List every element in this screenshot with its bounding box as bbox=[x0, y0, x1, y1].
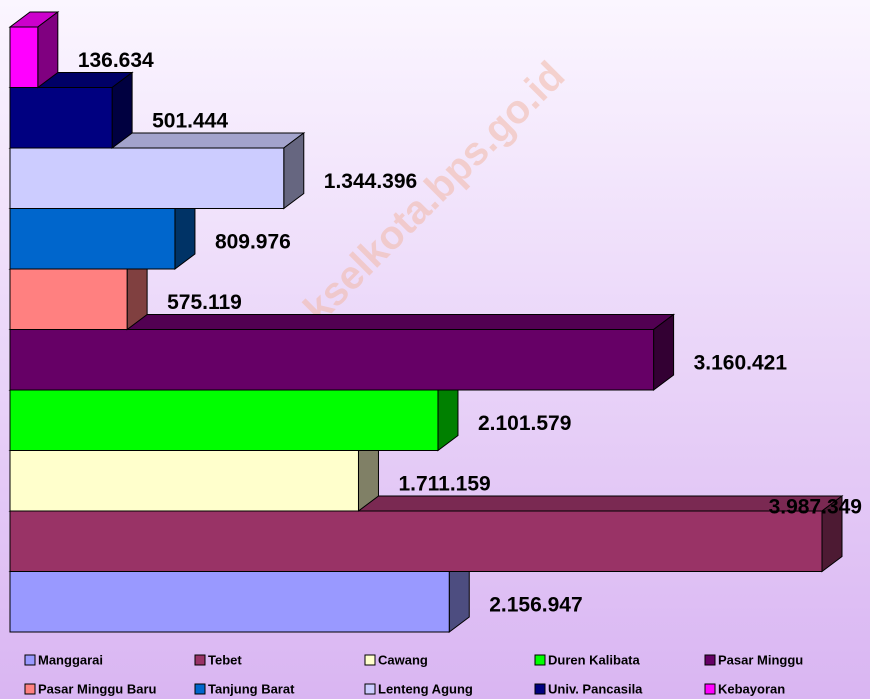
bar-front bbox=[9, 450, 359, 512]
legend-swatch bbox=[24, 654, 36, 666]
legend-swatch bbox=[364, 683, 376, 695]
data-label: 2.101.579 bbox=[478, 412, 571, 435]
legend-label: Kebayoran bbox=[718, 681, 785, 696]
data-label: 1.711.159 bbox=[398, 472, 490, 495]
legend: Manggarai Tebet Cawang Duren Kalibata Pasar … bbox=[24, 652, 803, 696]
bar-front bbox=[9, 389, 439, 451]
data-label: 1.344.396 bbox=[324, 170, 417, 193]
bar-front bbox=[9, 208, 176, 270]
bar-front bbox=[9, 26, 39, 88]
legend-swatch bbox=[534, 654, 546, 666]
legend-label: Pasar Minggu Baru bbox=[38, 681, 157, 696]
legend-label: Tebet bbox=[208, 652, 242, 667]
data-label: 501.444 bbox=[152, 109, 228, 132]
legend-label: Lenteng Agung bbox=[378, 681, 473, 696]
legend-label: Cawang bbox=[378, 652, 428, 667]
legend-swatch bbox=[194, 683, 206, 695]
bar bbox=[8, 313, 676, 391]
legend-swatch bbox=[704, 654, 716, 666]
legend-swatch bbox=[534, 683, 546, 695]
data-label: 136.634 bbox=[78, 49, 154, 72]
legend-label: Pasar Minggu bbox=[718, 652, 803, 667]
legend-swatch bbox=[704, 683, 716, 695]
bar bbox=[8, 11, 60, 89]
legend-label: Manggarai bbox=[38, 652, 103, 667]
bar-front bbox=[9, 87, 113, 149]
bar bbox=[8, 495, 844, 573]
bar-front bbox=[9, 329, 655, 391]
bar-front bbox=[9, 510, 823, 572]
data-label: 2.156.947 bbox=[489, 593, 582, 616]
plot: 2.156.947 3.987.349 1.711.159 2.101.579 3.16… bbox=[8, 11, 862, 633]
legend-label: Duren Kalibata bbox=[548, 652, 641, 667]
data-label: 809.976 bbox=[215, 230, 291, 253]
bar bbox=[8, 132, 306, 210]
bar-front bbox=[9, 268, 128, 330]
data-label: 575.119 bbox=[167, 291, 242, 314]
data-label: 3.160.421 bbox=[694, 351, 788, 374]
bar-front bbox=[9, 571, 450, 633]
legend-swatch bbox=[24, 683, 36, 695]
legend-swatch bbox=[364, 654, 376, 666]
bar-front bbox=[9, 147, 285, 209]
data-label: 3.987.349 bbox=[769, 496, 862, 519]
legend-swatch bbox=[194, 654, 206, 666]
legend-label: Tanjung Barat bbox=[208, 681, 295, 696]
legend-label: Univ. Pancasila bbox=[548, 681, 643, 696]
